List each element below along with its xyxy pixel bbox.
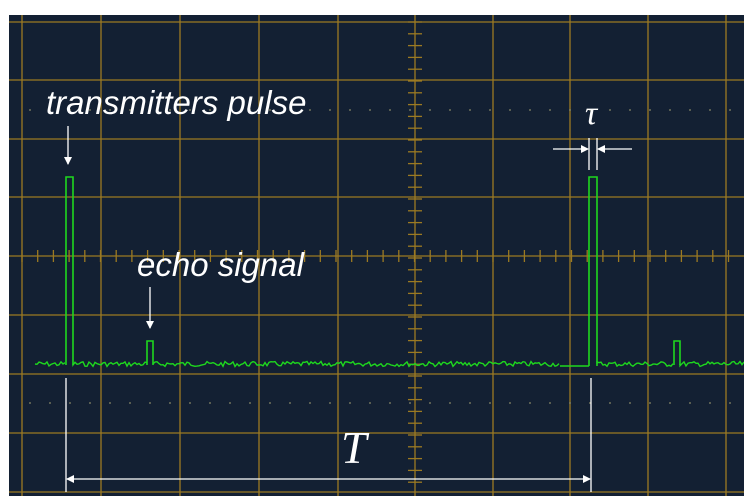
grid-dot xyxy=(409,109,411,111)
transmitter-pulse-label: transmitters pulse xyxy=(46,84,306,121)
grid-dot xyxy=(189,109,191,111)
grid-dot xyxy=(429,402,431,404)
grid-dot xyxy=(669,109,671,111)
grid-dot xyxy=(89,402,91,404)
grid-dot xyxy=(29,109,31,111)
grid-dot xyxy=(109,109,111,111)
grid-dot xyxy=(89,109,91,111)
grid-dot xyxy=(209,109,211,111)
grid-dot xyxy=(449,402,451,404)
transmitter-pulse-2 xyxy=(588,176,598,366)
grid-dot xyxy=(729,109,731,111)
grid-dot xyxy=(709,109,711,111)
noise-baseline-trace xyxy=(34,360,744,368)
grid-dot xyxy=(569,402,571,404)
pulse-width-label: τ xyxy=(585,95,599,132)
grid-dot xyxy=(289,402,291,404)
grid-dot xyxy=(349,109,351,111)
grid-dot xyxy=(529,402,531,404)
grid-dot xyxy=(389,109,391,111)
grid-dot xyxy=(609,109,611,111)
grid-dot xyxy=(469,109,471,111)
grid-dot xyxy=(109,402,111,404)
graticule-ticks xyxy=(21,21,730,483)
grid-dot xyxy=(229,109,231,111)
grid-dot xyxy=(389,402,391,404)
echo-pulse-2 xyxy=(673,340,681,365)
echo-signal-label: echo signal xyxy=(137,246,306,283)
grid-dot xyxy=(489,402,491,404)
grid-dot xyxy=(209,402,211,404)
grid-dot xyxy=(49,402,51,404)
grid-dot xyxy=(649,402,651,404)
grid-dot xyxy=(649,109,651,111)
grid-dot xyxy=(329,109,331,111)
grid-dot xyxy=(29,402,31,404)
grid-dot xyxy=(189,402,191,404)
grid-dot xyxy=(609,402,611,404)
grid-dot xyxy=(549,109,551,111)
grid-dot xyxy=(409,402,411,404)
grid-dot xyxy=(249,109,251,111)
grid-dot xyxy=(369,109,371,111)
grid-dot xyxy=(329,402,331,404)
graticule-dots xyxy=(29,109,731,404)
grid-dot xyxy=(549,402,551,404)
grid-dot xyxy=(469,402,471,404)
grid-dot xyxy=(509,109,511,111)
grid-dot xyxy=(509,402,511,404)
grid-dot xyxy=(269,402,271,404)
grid-dot xyxy=(689,402,691,404)
grid-dot xyxy=(149,109,151,111)
grid-dot xyxy=(689,109,691,111)
grid-dot xyxy=(349,402,351,404)
grid-dot xyxy=(169,109,171,111)
grid-dot xyxy=(69,109,71,111)
grid-dot xyxy=(49,109,51,111)
grid-dot xyxy=(269,109,271,111)
grid-dot xyxy=(529,109,531,111)
grid-dot xyxy=(309,109,311,111)
echo-pulse-1 xyxy=(146,340,154,365)
grid-dot xyxy=(229,402,231,404)
grid-dot xyxy=(69,402,71,404)
grid-dot xyxy=(289,109,291,111)
grid-dot xyxy=(129,109,131,111)
grid-dot xyxy=(149,402,151,404)
grid-dot xyxy=(729,402,731,404)
grid-dot xyxy=(449,109,451,111)
grid-dot xyxy=(249,402,251,404)
grid-dot xyxy=(629,402,631,404)
grid-dot xyxy=(429,109,431,111)
grid-dot xyxy=(489,109,491,111)
grid-dot xyxy=(709,402,711,404)
grid-dot xyxy=(129,402,131,404)
grid-dot xyxy=(589,109,591,111)
grid-dot xyxy=(569,109,571,111)
transmitter-pulse-1 xyxy=(65,176,74,365)
period-label: T xyxy=(341,422,370,473)
grid-dot xyxy=(309,402,311,404)
grid-dot xyxy=(169,402,171,404)
grid-dot xyxy=(669,402,671,404)
grid-dot xyxy=(369,402,371,404)
grid-dot xyxy=(629,109,631,111)
